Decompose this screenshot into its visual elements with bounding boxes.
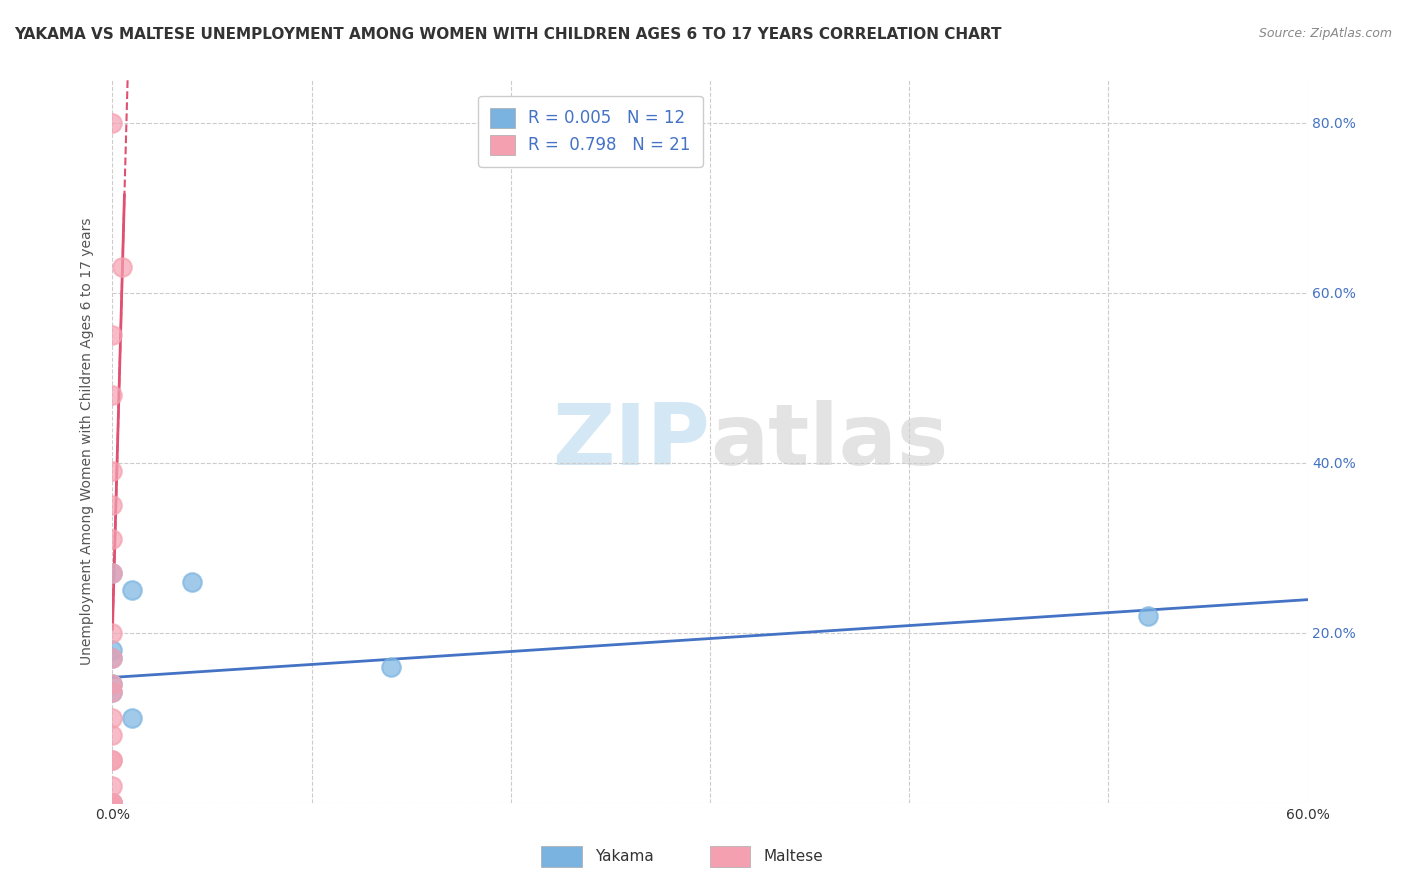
Point xyxy=(101,566,124,581)
Point xyxy=(101,625,124,640)
Point xyxy=(101,796,124,810)
FancyBboxPatch shape xyxy=(541,846,582,867)
Point xyxy=(380,660,402,674)
Point xyxy=(101,464,124,478)
Y-axis label: Unemployment Among Women with Children Ages 6 to 17 years: Unemployment Among Women with Children A… xyxy=(80,218,94,665)
Point xyxy=(101,677,124,691)
Point xyxy=(101,779,124,793)
Point xyxy=(101,753,124,767)
Point xyxy=(121,583,143,598)
Point xyxy=(101,796,124,810)
Point xyxy=(101,711,124,725)
Point xyxy=(101,728,124,742)
Text: atlas: atlas xyxy=(710,400,948,483)
Point xyxy=(101,677,124,691)
Point xyxy=(101,796,124,810)
Legend: R = 0.005   N = 12, R =  0.798   N = 21: R = 0.005 N = 12, R = 0.798 N = 21 xyxy=(478,95,703,167)
Text: Yakama: Yakama xyxy=(595,849,654,863)
Point xyxy=(121,711,143,725)
Point xyxy=(101,796,124,810)
Point xyxy=(101,642,124,657)
Point xyxy=(101,796,124,810)
FancyBboxPatch shape xyxy=(710,846,751,867)
Text: Source: ZipAtlas.com: Source: ZipAtlas.com xyxy=(1258,27,1392,40)
Point xyxy=(101,328,124,343)
Point xyxy=(101,498,124,512)
Point xyxy=(101,796,124,810)
Point xyxy=(101,651,124,665)
Point xyxy=(101,388,124,402)
Point xyxy=(111,260,134,275)
Point xyxy=(101,753,124,767)
Point xyxy=(101,651,124,665)
Point xyxy=(101,566,124,581)
Text: YAKAMA VS MALTESE UNEMPLOYMENT AMONG WOMEN WITH CHILDREN AGES 6 TO 17 YEARS CORR: YAKAMA VS MALTESE UNEMPLOYMENT AMONG WOM… xyxy=(14,27,1001,42)
Point xyxy=(101,685,124,699)
Point xyxy=(1137,608,1160,623)
Point xyxy=(101,685,124,699)
Point xyxy=(181,574,204,589)
Text: ZIP: ZIP xyxy=(553,400,710,483)
Point xyxy=(101,116,124,130)
Point xyxy=(101,533,124,547)
Text: Maltese: Maltese xyxy=(763,849,824,863)
